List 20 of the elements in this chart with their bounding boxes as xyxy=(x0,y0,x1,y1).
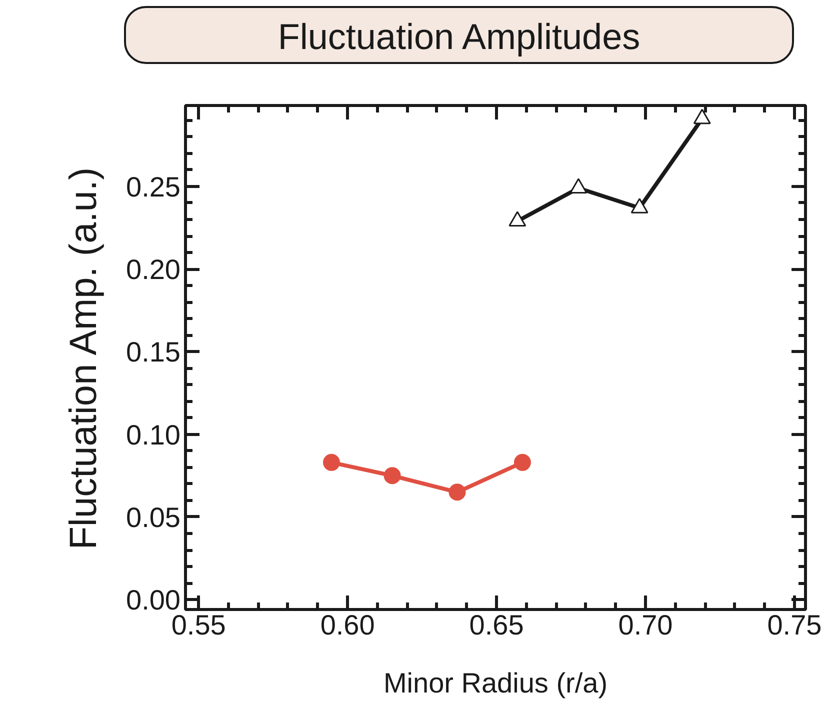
y-tick-label: 0.20 xyxy=(126,254,181,286)
point xyxy=(570,178,588,194)
y-tick-label: 0.25 xyxy=(126,171,181,202)
x-tick-label: 0.75 xyxy=(767,610,822,640)
y-axis-title: Fluctuation Amp. (a.u.) xyxy=(63,167,106,550)
chart-title: Fluctuation Amplitudes xyxy=(278,15,640,59)
y-tick-label: 0.15 xyxy=(126,336,181,368)
point xyxy=(514,454,531,471)
x-tick-label: 0.65 xyxy=(469,610,524,640)
point xyxy=(630,198,648,214)
point xyxy=(448,484,466,501)
y-tick-label: 0.10 xyxy=(126,419,181,450)
point xyxy=(322,454,340,471)
x-tick-label: 0.70 xyxy=(618,610,673,640)
point xyxy=(384,467,401,484)
x-axis-title: Minor Radius (r/a) xyxy=(383,668,608,698)
point xyxy=(693,108,711,124)
x-tick-label: 0.60 xyxy=(320,610,375,640)
y-tick-label: 0.05 xyxy=(126,502,181,533)
point xyxy=(508,211,526,227)
